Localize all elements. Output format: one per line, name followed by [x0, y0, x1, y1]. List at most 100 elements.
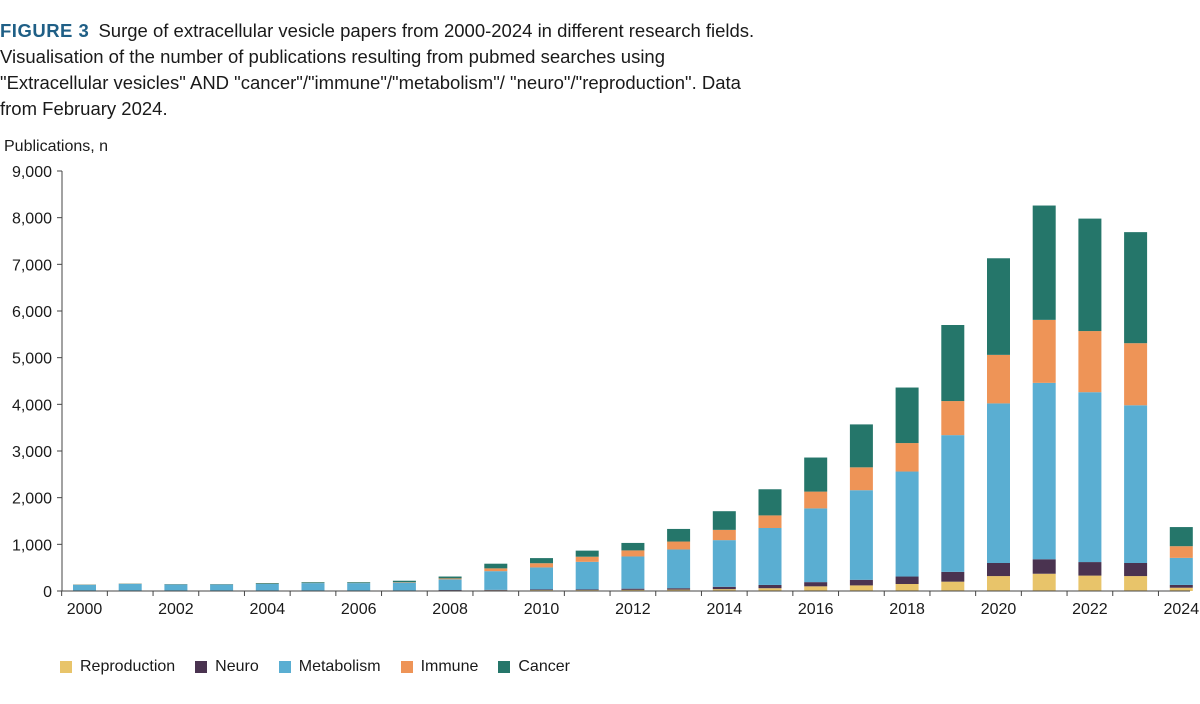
bar-metabolism-2023 — [1124, 405, 1148, 563]
x-tick-label: 2002 — [158, 601, 194, 618]
x-tick-label: 2018 — [889, 601, 925, 618]
y-tick-label: 1,000 — [12, 537, 52, 554]
bar-cancer-2013 — [667, 528, 691, 542]
bar-immune-2020 — [987, 354, 1010, 404]
legend-swatch — [400, 661, 413, 673]
bar-cancer-2018 — [895, 387, 919, 444]
bar-cancer-2017 — [849, 424, 873, 468]
legend-item-immune: Immune — [400, 658, 479, 676]
bar-metabolism-2015 — [758, 528, 782, 585]
bar-neuro-2010 — [530, 589, 553, 591]
y-axis-label: Publications, n — [4, 138, 109, 155]
x-tick-label: 2024 — [1164, 601, 1200, 618]
x-tick-label: 2012 — [615, 601, 651, 618]
chart-legend: Reproduction Neuro Metabolism Immune Cancer — [60, 658, 570, 676]
bar-reproduction-2024 — [1169, 587, 1193, 591]
bar-immune-2021 — [1032, 319, 1056, 383]
bar-neuro-2011 — [575, 589, 599, 591]
legend-swatch — [498, 661, 511, 673]
bar-reproduction-2022 — [1078, 575, 1102, 591]
bar-neuro-2013 — [667, 588, 691, 590]
bar-metabolism-2006 — [347, 583, 371, 591]
bar-immune-2015 — [758, 515, 782, 528]
bar-reproduction-2023 — [1124, 576, 1148, 591]
bar-cancer-2010 — [530, 558, 553, 564]
x-tick-label: 2022 — [1072, 601, 1108, 618]
legend-swatch — [195, 661, 208, 673]
legend-item-neuro: Neuro — [195, 658, 259, 676]
bar-cancer-2019 — [941, 325, 965, 402]
bar-neuro-2014 — [712, 586, 736, 590]
bar-neuro-2024 — [1169, 584, 1193, 588]
bar-metabolism-2016 — [804, 508, 828, 583]
x-tick-label: 2000 — [67, 601, 103, 618]
x-tick-label: 2004 — [250, 601, 286, 618]
bar-reproduction-2019 — [941, 581, 965, 591]
y-tick-label: 3,000 — [12, 444, 52, 461]
bar-immune-2018 — [895, 443, 919, 472]
bar-neuro-2012 — [621, 588, 645, 590]
bar-cancer-2006 — [347, 582, 371, 583]
bar-metabolism-2000 — [73, 584, 96, 591]
bar-metabolism-2014 — [712, 540, 736, 587]
bar-reproduction-2015 — [758, 588, 782, 591]
figure-label: FIGURE 3 — [0, 20, 90, 41]
x-tick-label: 2016 — [798, 601, 834, 618]
bar-metabolism-2017 — [849, 490, 873, 580]
bar-cancer-2009 — [484, 563, 508, 569]
bar-cancer-2016 — [804, 457, 828, 492]
y-tick-label: 5,000 — [12, 351, 52, 368]
legend-swatch — [60, 661, 72, 673]
bar-neuro-2015 — [758, 584, 782, 589]
bar-metabolism-2018 — [895, 471, 919, 577]
bar-cancer-2022 — [1078, 218, 1102, 332]
bar-reproduction-2014 — [712, 589, 736, 591]
bar-metabolism-2008 — [438, 579, 462, 591]
x-tick-label: 2014 — [707, 601, 743, 618]
legend-label: Immune — [420, 658, 479, 675]
bar-cancer-2023 — [1124, 232, 1148, 344]
bar-metabolism-2001 — [118, 584, 142, 591]
y-tick-label: 4,000 — [12, 397, 52, 414]
bar-metabolism-2002 — [164, 584, 188, 591]
bar-cancer-2020 — [987, 258, 1010, 355]
y-tick-label: 2,000 — [12, 491, 52, 508]
y-tick-label: 6,000 — [12, 304, 52, 321]
bar-metabolism-2019 — [941, 435, 965, 572]
bar-cancer-2005 — [301, 582, 325, 583]
bar-immune-2022 — [1078, 331, 1102, 393]
legend-label: Metabolism — [298, 658, 381, 675]
bar-neuro-2016 — [804, 582, 828, 587]
x-tick-label: 2008 — [432, 601, 468, 618]
bar-reproduction-2020 — [987, 576, 1010, 591]
bar-metabolism-2005 — [301, 583, 325, 591]
legend-item-reproduction: Reproduction — [60, 658, 175, 676]
bar-immune-2010 — [530, 563, 553, 568]
bar-immune-2023 — [1124, 343, 1148, 406]
figure-caption-text: Surge of extracellular vesicle papers fr… — [0, 20, 755, 119]
bar-metabolism-2024 — [1169, 557, 1193, 585]
bar-immune-2016 — [804, 491, 828, 509]
y-tick-label: 8,000 — [12, 211, 52, 228]
bar-metabolism-2022 — [1078, 392, 1102, 563]
bar-cancer-2024 — [1169, 527, 1193, 547]
bar-neuro-2018 — [895, 576, 919, 584]
bar-neuro-2019 — [941, 571, 965, 582]
legend-label: Reproduction — [80, 658, 176, 675]
bar-metabolism-2012 — [621, 556, 645, 589]
bar-immune-2012 — [621, 550, 645, 557]
x-tick-label: 2006 — [341, 601, 377, 618]
bar-metabolism-2020 — [987, 403, 1010, 563]
bar-reproduction-2013 — [667, 589, 691, 591]
legend-label: Neuro — [215, 658, 259, 675]
legend-swatch — [278, 661, 291, 673]
bar-immune-2008 — [438, 578, 462, 580]
x-tick-label: 2020 — [981, 601, 1017, 618]
bar-immune-2019 — [941, 401, 965, 436]
legend-item-metabolism: Metabolism — [278, 658, 381, 676]
bar-immune-2013 — [667, 541, 691, 550]
bar-immune-2011 — [575, 556, 599, 562]
legend-item-cancer: Cancer — [498, 658, 570, 676]
bar-neuro-2023 — [1124, 563, 1148, 577]
